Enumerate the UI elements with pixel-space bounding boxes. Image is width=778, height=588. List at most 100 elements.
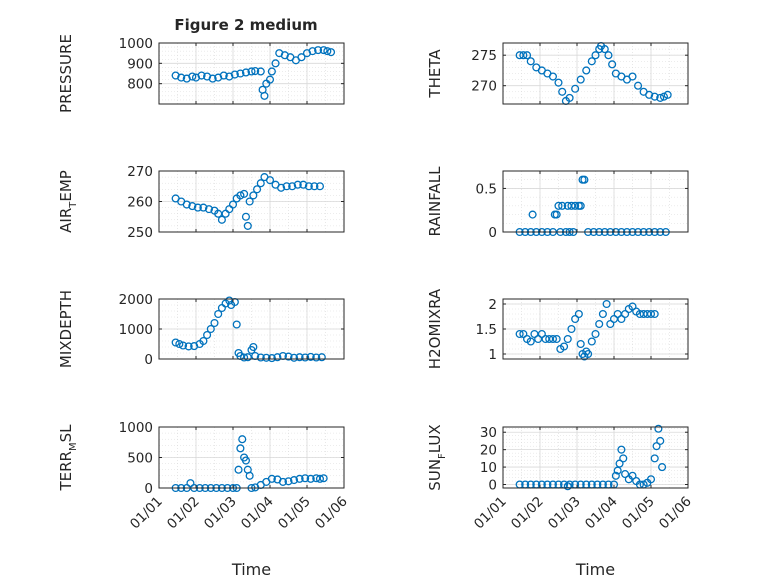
- data-point: [273, 353, 282, 362]
- data-point: [519, 51, 528, 60]
- subplot-air_temp: 250 260 270 AIRTEMP: [57, 164, 345, 241]
- data-point: [236, 444, 245, 453]
- x-tick-label: 01/04: [582, 494, 621, 533]
- data-point: [548, 334, 557, 344]
- data-point: [567, 324, 576, 334]
- data-point: [563, 334, 572, 344]
- data-point: [582, 66, 591, 75]
- x-axis-label: Time: [231, 560, 271, 579]
- y-axis-label-main: RAINFALL: [426, 166, 444, 237]
- data-point: [306, 474, 315, 483]
- data-point: [576, 75, 585, 84]
- data-point: [611, 471, 620, 480]
- data-point: [243, 221, 252, 230]
- data-point: [219, 71, 228, 80]
- data-point: [256, 179, 265, 188]
- data-point: [238, 435, 247, 444]
- subplot-theta: 270 275 THETA: [426, 41, 689, 105]
- y-tick-label: 1.5: [476, 322, 497, 338]
- data-point: [197, 71, 206, 80]
- y-axis-label: TERRMSL: [57, 424, 79, 492]
- data-point: [656, 436, 665, 445]
- data-point: [304, 182, 313, 191]
- data-point: [591, 329, 600, 339]
- data-point: [317, 353, 326, 362]
- subplot-mixdepth: 0 1000 2000 MIXDEPTH: [57, 290, 345, 368]
- data-point: [199, 203, 208, 212]
- y-tick-label: 0.5: [476, 181, 497, 197]
- data-point: [619, 454, 628, 463]
- data-point: [289, 476, 299, 485]
- y-axis-label: THETA: [426, 49, 444, 99]
- x-tick-label: 01/05: [619, 494, 658, 533]
- data-point: [240, 353, 249, 362]
- data-point: [574, 309, 583, 319]
- data-point: [526, 57, 535, 66]
- data-point: [234, 465, 243, 474]
- data-point: [247, 67, 256, 76]
- y-axis-label-main: SUN: [426, 459, 444, 491]
- y-tick-label: 2: [488, 297, 497, 313]
- data-point: [600, 45, 609, 54]
- data-point: [249, 342, 258, 352]
- subplot-rainfall: 0 0.5 RAINFALL: [426, 166, 689, 241]
- data-point: [265, 176, 275, 185]
- data-point: [608, 60, 617, 69]
- data-point: [633, 81, 643, 90]
- data-point: [571, 201, 580, 210]
- data-point: [646, 309, 656, 319]
- data-point: [206, 324, 215, 334]
- data-point: [604, 51, 613, 60]
- data-point: [171, 338, 180, 347]
- data-point: [528, 210, 537, 219]
- data-point: [295, 353, 304, 362]
- data-point: [214, 309, 223, 319]
- data-point: [558, 201, 567, 210]
- data-point: [587, 337, 596, 346]
- y-axis-label-sub: T: [68, 201, 79, 209]
- data-point: [591, 51, 600, 60]
- data-point: [289, 353, 299, 362]
- data-point: [656, 93, 665, 102]
- y-tick-label: 800: [127, 77, 153, 93]
- x-axis-label: Time: [575, 560, 615, 579]
- data-point: [277, 183, 286, 192]
- axes-box: [502, 42, 689, 105]
- data-point: [301, 353, 310, 362]
- data-point: [526, 337, 535, 346]
- data-point: [204, 205, 214, 214]
- data-point: [552, 334, 561, 344]
- y-tick-label: 1: [488, 347, 497, 363]
- figure-title: Figure 2 medium: [174, 16, 317, 34]
- y-tick-label: 500: [127, 451, 153, 467]
- data-point: [188, 72, 197, 81]
- data-point: [650, 92, 659, 101]
- x-tick-label: 01/06: [312, 494, 351, 533]
- data-point: [245, 197, 254, 206]
- data-point: [241, 68, 251, 77]
- y-tick-label: 900: [127, 56, 153, 72]
- data-point: [295, 474, 304, 483]
- data-point: [203, 330, 212, 340]
- y-axis-label: PRESSURE: [57, 34, 75, 113]
- data-point: [522, 51, 532, 60]
- x-tick-label: 01/04: [238, 494, 277, 533]
- data-point: [576, 339, 585, 349]
- y-axis-label-main: TERR: [57, 451, 75, 492]
- y-axis-label: RAINFALL: [426, 166, 444, 237]
- y-tick-label: 10: [480, 460, 497, 476]
- data-point: [548, 72, 557, 81]
- y-tick-label: 20: [480, 443, 497, 459]
- y-axis-label: SUNFLUX: [426, 424, 448, 490]
- y-axis-label-sub: F: [437, 453, 448, 459]
- data-point: [230, 70, 239, 79]
- data-point: [243, 353, 252, 362]
- y-axis-label: MIXDEPTH: [57, 290, 75, 368]
- y-tick-label: 0: [488, 225, 497, 241]
- data-point: [284, 477, 293, 486]
- y-axis-label-main: AIR: [57, 208, 75, 233]
- data-point: [256, 353, 265, 362]
- y-axis-label-main: PRESSURE: [57, 34, 75, 113]
- data-point: [554, 201, 563, 210]
